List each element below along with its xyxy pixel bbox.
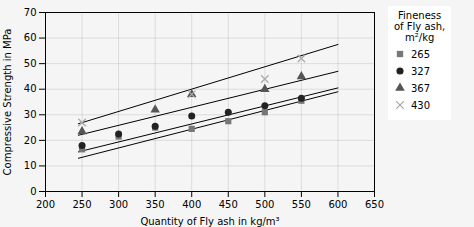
svg-text:40: 40: [24, 83, 37, 94]
svg-text:20: 20: [24, 135, 37, 146]
svg-text:250: 250: [73, 199, 92, 210]
svg-text:350: 350: [146, 199, 165, 210]
html-text:367: 367: [411, 82, 431, 94]
svg-text:70: 70: [24, 7, 37, 18]
html-text:265: 265: [411, 48, 431, 60]
svg-text:200: 200: [36, 199, 55, 210]
html-text:430: 430: [411, 99, 431, 111]
svg-text:50: 50: [24, 58, 37, 69]
svg-text:450: 450: [219, 199, 238, 210]
html-text:Fineness of Fly ash, m²/kg: Fineness of Fly ash, m²/kg: [394, 10, 446, 43]
svg-text:10: 10: [24, 160, 37, 171]
svg-text:550: 550: [292, 199, 311, 210]
svg-text:300: 300: [109, 199, 128, 210]
svg-text:650: 650: [365, 199, 384, 210]
svg-text:60: 60: [24, 32, 37, 43]
svg-text:Compressive Strength in MPa: Compressive Strength in MPa: [2, 29, 13, 176]
svg-text:0: 0: [30, 186, 36, 197]
svg-text:500: 500: [255, 199, 274, 210]
svg-text:Quantity of Fly ash in kg/m³: Quantity of Fly ash in kg/m³: [140, 216, 279, 227]
svg-text:600: 600: [328, 199, 347, 210]
html-text:327: 327: [411, 65, 431, 77]
svg-text:30: 30: [24, 109, 37, 120]
svg-text:400: 400: [182, 199, 201, 210]
